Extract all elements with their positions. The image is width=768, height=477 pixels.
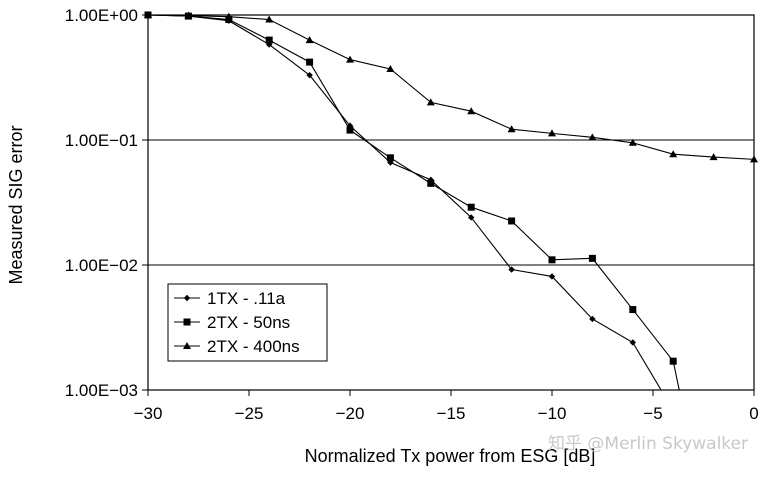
data-point (548, 273, 556, 280)
data-point (629, 306, 637, 314)
data-point (588, 254, 596, 262)
legend-marker (183, 318, 191, 326)
axis-ticks: 1.00E+00 1.00E−01 1.00E−02 1.00E−03 −30 −25 −2… (65, 6, 759, 423)
y-tick-label: 1.00E−01 (65, 131, 138, 150)
data-point (346, 55, 354, 63)
legend-label: 2TX - 50ns (207, 313, 290, 332)
y-tick-label: 1.00E+00 (65, 6, 138, 25)
data-point (709, 153, 718, 161)
series-layer (144, 11, 758, 391)
data-point (426, 98, 435, 106)
series-3 (144, 11, 758, 163)
y-axis-title: Measured SIG error (6, 125, 26, 284)
x-axis-title: Normalized Tx power from ESG [dB] (305, 446, 596, 466)
data-point (750, 155, 758, 163)
x-tick-label: −20 (336, 404, 365, 423)
data-point (265, 15, 274, 23)
legend-label: 2TX - 400ns (207, 337, 300, 356)
data-point (548, 129, 556, 137)
x-tick-label: 0 (749, 404, 758, 423)
data-point (346, 126, 354, 134)
data-point (589, 315, 596, 323)
data-point (628, 138, 637, 146)
data-point (306, 58, 314, 66)
data-point (224, 12, 233, 20)
data-point (669, 357, 677, 365)
data-point (144, 11, 152, 18)
legend: 1TX - .11a 2TX - 50ns 2TX - 400ns (167, 283, 328, 362)
x-tick-label: −30 (134, 404, 163, 423)
data-point (184, 11, 193, 19)
data-point (427, 179, 435, 187)
series-2 (144, 11, 680, 391)
data-point (508, 217, 516, 225)
legend-items: 1TX - .11a 2TX - 50ns 2TX - 400ns (174, 289, 300, 356)
data-point (468, 214, 475, 221)
data-point (386, 64, 395, 72)
data-point (669, 150, 678, 158)
x-tick-label: −15 (437, 404, 466, 423)
y-tick-label: 1.00E−02 (65, 256, 138, 275)
data-point (305, 36, 314, 44)
y-tick-label: 1.00E−03 (65, 381, 138, 400)
data-point (588, 133, 597, 141)
data-point (306, 71, 313, 79)
watermark-text: 知乎 @Merlin Skywalker (548, 434, 748, 454)
data-point (629, 339, 636, 346)
data-point (508, 266, 515, 273)
x-tick-label: −10 (538, 404, 567, 423)
data-point (467, 203, 475, 211)
x-tick-label: −25 (235, 404, 264, 423)
data-point (386, 154, 394, 162)
data-point (265, 36, 273, 44)
data-point (507, 125, 516, 133)
legend-marker (183, 342, 191, 349)
series-line (147, 14, 755, 160)
legend-marker (183, 294, 191, 302)
data-point (548, 256, 556, 264)
x-tick-label: −5 (643, 404, 662, 423)
data-point (467, 107, 476, 115)
legend-label: 1TX - .11a (207, 289, 286, 308)
